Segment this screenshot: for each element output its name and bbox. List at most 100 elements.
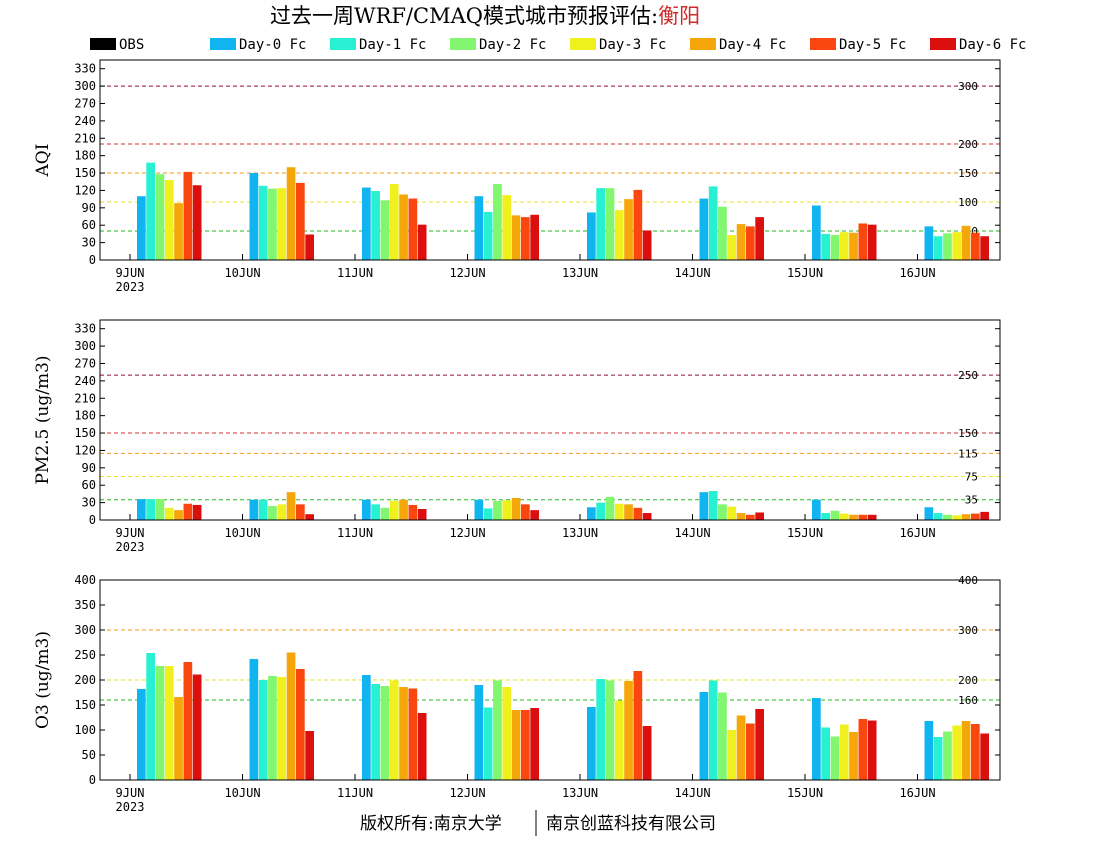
bar-2-4-4 xyxy=(624,681,633,780)
bar-0-2-5 xyxy=(718,206,727,260)
bar-2-6-6 xyxy=(867,720,877,780)
bar-2-2-1 xyxy=(268,676,277,780)
bar-0-0-5 xyxy=(699,198,709,260)
ref-label-2-2: 300 xyxy=(958,624,978,637)
legend-swatch-0 xyxy=(90,38,116,50)
bar-0-2-0 xyxy=(155,174,165,260)
bar-2-4-2 xyxy=(399,687,408,780)
bar-2-1-1 xyxy=(258,680,268,780)
bar-1-6-0 xyxy=(192,504,202,520)
ref-label-1-3: 150 xyxy=(958,427,978,440)
ytick-label-1-8: 240 xyxy=(74,374,96,388)
footer-company: 南京创蓝科技有限公司 xyxy=(546,814,716,834)
xtick-label-1-2: 11JUN xyxy=(337,526,373,540)
ytick-label-1-1: 30 xyxy=(82,496,96,510)
ytick-label-2-3: 150 xyxy=(74,698,96,712)
panel-frame-0 xyxy=(99,59,1001,261)
bar-1-5-6 xyxy=(858,514,868,520)
bar-1-4-4 xyxy=(624,504,633,520)
ref-label-0-2: 150 xyxy=(958,167,978,180)
bar-1-5-7 xyxy=(971,513,980,520)
ytick-label-2-6: 300 xyxy=(74,623,96,637)
ytick-label-0-4: 120 xyxy=(74,183,96,197)
bar-0-6-7 xyxy=(980,236,989,260)
bar-0-1-5 xyxy=(708,186,718,260)
legend-label-1: Day-0 Fc xyxy=(239,37,306,53)
bar-0-5-7 xyxy=(971,232,980,260)
bar-0-0-1 xyxy=(249,173,259,260)
bar-2-0-3 xyxy=(474,685,484,780)
bar-0-2-7 xyxy=(943,233,952,260)
ytick-label-0-1: 30 xyxy=(82,236,96,250)
bar-0-1-3 xyxy=(483,211,493,260)
ytick-label-1-11: 330 xyxy=(74,322,96,336)
bar-2-5-6 xyxy=(858,719,868,780)
bar-2-6-3 xyxy=(530,708,539,780)
bar-0-3-4 xyxy=(614,210,624,260)
bar-2-4-1 xyxy=(286,652,296,780)
bar-2-2-5 xyxy=(718,692,727,780)
legend-swatch-4 xyxy=(570,38,596,50)
ref-label-1-4: 250 xyxy=(958,369,978,382)
bar-2-4-0 xyxy=(174,697,183,780)
bar-1-3-5 xyxy=(727,506,737,520)
bar-0-4-1 xyxy=(286,167,296,260)
bar-0-4-6 xyxy=(849,232,858,260)
bar-0-3-1 xyxy=(277,188,287,260)
bar-1-2-0 xyxy=(155,499,165,520)
bar-1-4-2 xyxy=(399,499,408,520)
bar-0-5-3 xyxy=(521,217,530,260)
bar-0-2-1 xyxy=(268,188,277,260)
ytick-label-1-6: 180 xyxy=(74,409,96,423)
bar-2-1-5 xyxy=(708,680,718,780)
ytick-label-1-2: 60 xyxy=(82,478,96,492)
xtick-label-0-3: 12JUN xyxy=(449,266,485,280)
panel-1: 35 75 115 150 250 0 30 60 90 120 150 180 210 240 270 30… xyxy=(33,319,1001,554)
xtick-year-1: 2023 xyxy=(116,540,145,554)
ytick-label-2-5: 250 xyxy=(74,648,96,662)
bar-1-1-7 xyxy=(933,513,943,520)
bar-2-3-2 xyxy=(389,680,399,780)
xtick-label-1-1: 10JUN xyxy=(224,526,260,540)
bar-0-5-5 xyxy=(746,226,755,260)
bar-1-1-0 xyxy=(146,499,155,520)
bar-2-6-7 xyxy=(980,733,989,780)
y-axis-label-1: PM2.5 (ug/m3) xyxy=(33,355,53,484)
legend-swatch-5 xyxy=(690,38,716,50)
bar-1-3-2 xyxy=(389,500,399,520)
bar-2-0-0 xyxy=(137,689,146,780)
ref-label-0-3: 200 xyxy=(958,138,978,151)
xtick-label-2-5: 14JUN xyxy=(674,786,710,800)
legend-swatch-6 xyxy=(810,38,836,50)
bar-2-3-3 xyxy=(502,687,512,780)
bar-1-6-5 xyxy=(755,512,764,520)
xtick-label-1-5: 14JUN xyxy=(674,526,710,540)
bar-2-3-7 xyxy=(952,725,962,780)
bar-2-4-3 xyxy=(511,710,521,780)
ytick-label-1-5: 150 xyxy=(74,426,96,440)
bar-1-1-4 xyxy=(596,502,605,520)
legend-swatch-2 xyxy=(330,38,356,50)
bar-2-2-6 xyxy=(830,736,840,780)
legend-label-0: OBS xyxy=(119,37,144,53)
ytick-label-2-1: 50 xyxy=(82,748,96,762)
bar-0-6-4 xyxy=(642,230,652,260)
bar-1-2-1 xyxy=(268,506,277,520)
bar-0-6-1 xyxy=(305,234,314,260)
bar-1-6-4 xyxy=(642,513,652,520)
xtick-label-2-7: 16JUN xyxy=(899,786,935,800)
bar-2-2-0 xyxy=(155,666,165,780)
bar-2-4-5 xyxy=(736,715,746,780)
bar-2-0-4 xyxy=(587,707,596,780)
bar-2-2-4 xyxy=(605,680,615,780)
ytick-label-0-2: 60 xyxy=(82,218,96,232)
bar-0-3-7 xyxy=(952,232,962,260)
bar-1-0-2 xyxy=(362,499,371,520)
panel-2: 1602003004000501001502002503003504009JUN… xyxy=(33,573,1001,814)
ytick-label-0-6: 180 xyxy=(74,149,96,163)
bar-1-2-4 xyxy=(605,496,615,520)
bar-2-5-2 xyxy=(408,688,418,780)
bar-0-0-2 xyxy=(362,187,371,260)
bar-1-6-1 xyxy=(305,514,314,520)
bar-2-4-6 xyxy=(849,732,858,780)
